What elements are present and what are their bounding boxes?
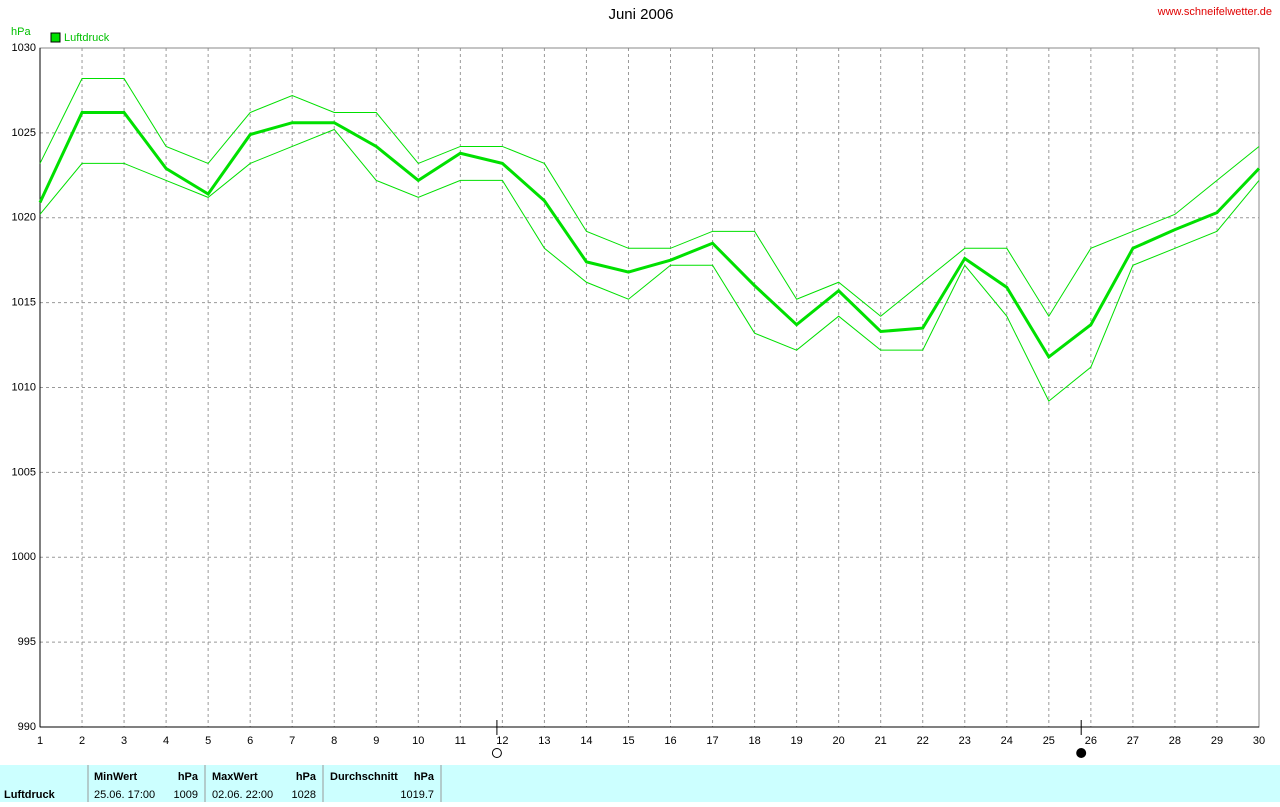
x-tick-label: 21 (875, 735, 887, 747)
y-tick-label: 1030 (12, 42, 36, 54)
table-header: Durchschnitt (330, 771, 398, 783)
x-tick-label: 22 (917, 735, 929, 747)
x-tick-label: 16 (664, 735, 676, 747)
table-unit: hPa (414, 771, 435, 783)
x-tick-label: 25 (1043, 735, 1055, 747)
y-tick-label: 995 (18, 636, 36, 648)
y-tick-label: 990 (18, 721, 36, 733)
x-tick-label: 14 (580, 735, 592, 747)
chart-title: Juni 2006 (608, 6, 673, 23)
legend-swatch (50, 32, 61, 43)
line-range (39, 78, 1260, 318)
x-tick-label: 24 (1001, 735, 1013, 747)
x-tick-label: 5 (205, 735, 211, 747)
table-time: 02.06. 22:00 (212, 789, 273, 801)
x-tick-label: 15 (622, 735, 634, 747)
full-moon (491, 748, 502, 758)
summary-band (0, 765, 1280, 802)
line-range (39, 128, 1260, 402)
x-tick-label: 28 (1169, 735, 1181, 747)
x-tick-label: 9 (373, 735, 379, 747)
y-axis-label: hPa (11, 26, 31, 38)
x-tick-label: 20 (833, 735, 845, 747)
table-header: MinWert (94, 771, 138, 783)
y-tick-label: 1005 (12, 466, 36, 478)
x-tick-label: 19 (790, 735, 802, 747)
table-value: 1019.7 (400, 789, 434, 801)
x-tick-label: 30 (1253, 735, 1265, 747)
x-tick-label: 1 (37, 735, 43, 747)
x-tick-label: 7 (289, 735, 295, 747)
x-tick-label: 8 (331, 735, 337, 747)
table-value: 1009 (174, 789, 198, 801)
y-tick-label: 1010 (12, 381, 36, 393)
x-tick-label: 27 (1127, 735, 1139, 747)
table-header: MaxWert (212, 771, 258, 783)
table-unit: hPa (178, 771, 199, 783)
x-tick-label: 3 (121, 735, 127, 747)
y-tick-label: 1020 (12, 212, 36, 224)
y-tick-label: 1025 (12, 127, 36, 139)
x-tick-label: 17 (706, 735, 718, 747)
legend-label: Luftdruck (64, 32, 110, 44)
table-unit: hPa (296, 771, 317, 783)
x-tick-label: 12 (496, 735, 508, 747)
x-tick-label: 13 (538, 735, 550, 747)
new-moon (1076, 748, 1087, 758)
table-time: 25.06. 17:00 (94, 789, 155, 801)
table-row-label: Luftdruck (4, 789, 56, 801)
x-tick-label: 10 (412, 735, 424, 747)
y-tick-label: 1000 (12, 551, 36, 563)
x-tick-label: 26 (1085, 735, 1097, 747)
source: www.schneifelwetter.de (1157, 6, 1272, 18)
line-mean (38, 111, 1261, 360)
x-tick-label: 11 (455, 735, 466, 747)
table-value: 1028 (292, 789, 316, 801)
x-tick-label: 2 (79, 735, 85, 747)
y-tick-label: 1015 (12, 297, 36, 309)
x-tick-label: 18 (748, 735, 760, 747)
x-tick-label: 4 (163, 735, 169, 747)
x-tick-label: 23 (959, 735, 971, 747)
x-tick-label: 29 (1211, 735, 1223, 747)
x-tick-label: 6 (247, 735, 253, 747)
